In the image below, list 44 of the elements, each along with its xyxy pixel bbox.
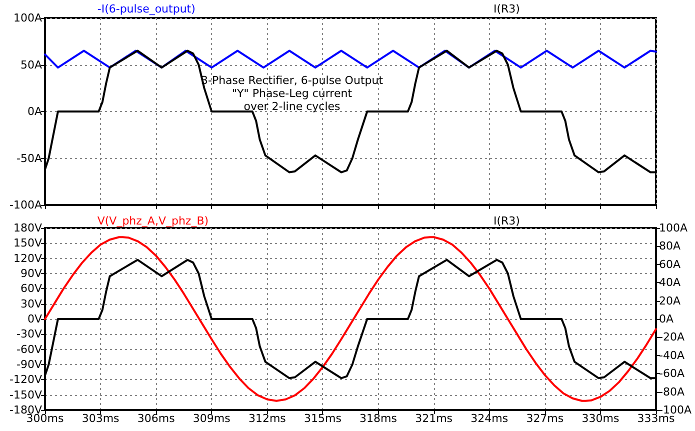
- x-tick-label: 303ms: [82, 412, 120, 425]
- x-tick-label: 324ms: [470, 412, 508, 425]
- y-tick-label: -30V: [16, 328, 42, 341]
- y-tick-label: -90V: [16, 358, 42, 371]
- y2-tick-label: 40A: [659, 276, 681, 290]
- y-tick-label: -120V: [10, 373, 42, 386]
- x-tick-label: 312ms: [248, 412, 286, 425]
- line-series: [44, 50, 657, 69]
- y2-tick-label: -40A: [659, 348, 685, 362]
- y-tick-label: 0V: [27, 312, 42, 326]
- y-tick-label: 100A: [13, 12, 42, 24]
- text: I(R3): [494, 214, 520, 228]
- y-tick-label: 0A: [27, 105, 42, 118]
- y-tick-label: 150V: [13, 236, 42, 250]
- y-tick-label: -150V: [10, 388, 42, 402]
- y-tick-label: -60V: [16, 342, 42, 356]
- y-tick-label: 90V: [20, 267, 42, 280]
- x-tick-label: 321ms: [415, 412, 453, 425]
- y-tick-label: 120V: [13, 252, 42, 265]
- y-tick-label: 50A: [20, 58, 42, 72]
- line-series: [44, 236, 657, 402]
- y-tick-label: -50A: [16, 152, 42, 165]
- y-tick-label: 30V: [20, 297, 42, 310]
- x-tick-label: 330ms: [582, 412, 620, 425]
- x-tick-label: 318ms: [360, 412, 398, 425]
- x-tick-label: 327ms: [526, 412, 564, 425]
- x-tick-label: 306ms: [137, 412, 176, 425]
- y2-tick-label: 20A: [659, 294, 681, 308]
- y2-tick-label: -80A: [659, 385, 685, 398]
- x-tick-label: 309ms: [192, 412, 231, 425]
- y-tick-label: 180V: [13, 222, 42, 234]
- y2-tick-label: -60A: [659, 367, 685, 380]
- y2-tick-label: 60A: [659, 258, 681, 271]
- series-label: V(V_phz_A,V_phz_B): [97, 214, 209, 228]
- x-tick-label: 315ms: [304, 412, 342, 425]
- y2-tick-label: 100A: [659, 222, 688, 234]
- y2-tick-label: 80A: [659, 240, 681, 253]
- text: I(R3): [494, 2, 520, 16]
- x-tick-label: 300ms: [26, 412, 64, 425]
- y-tick-label: -100A: [10, 198, 42, 212]
- y-tick-label: 60V: [20, 282, 42, 296]
- text: -I(6-pulse_output): [97, 2, 196, 16]
- y2-tick-label: 0A: [659, 312, 674, 326]
- y2-tick-label: -20A: [659, 330, 685, 344]
